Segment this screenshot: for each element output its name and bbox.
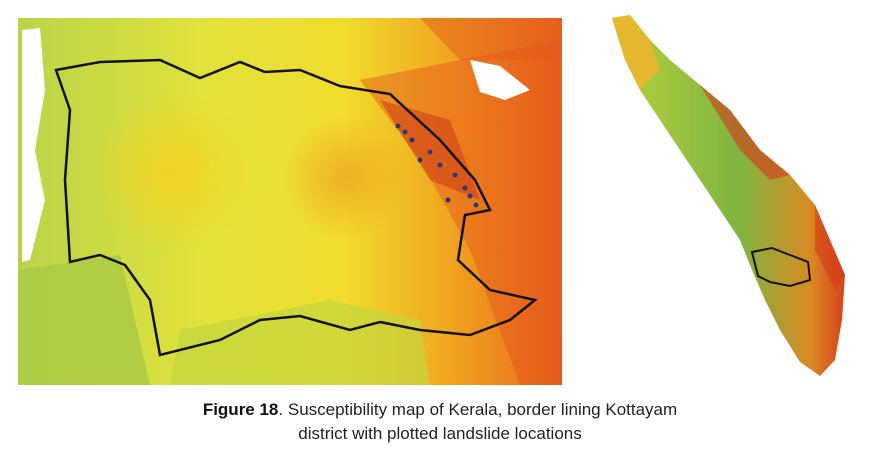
figure-maps xyxy=(18,15,845,385)
kerala-map xyxy=(612,15,845,376)
caption-line: Figure 18. Susceptibility map of Kerala,… xyxy=(0,398,880,422)
caption-text: district with plotted landslide location… xyxy=(298,424,582,443)
kottayam-map xyxy=(18,18,562,385)
figure-caption: Figure 18. Susceptibility map of Kerala,… xyxy=(0,398,880,446)
figure-label: Figure 18 xyxy=(202,400,279,419)
caption-text: . Susceptibility map of Kerala, border l… xyxy=(278,400,678,419)
caption-line: district with plotted landslide location… xyxy=(0,422,880,446)
